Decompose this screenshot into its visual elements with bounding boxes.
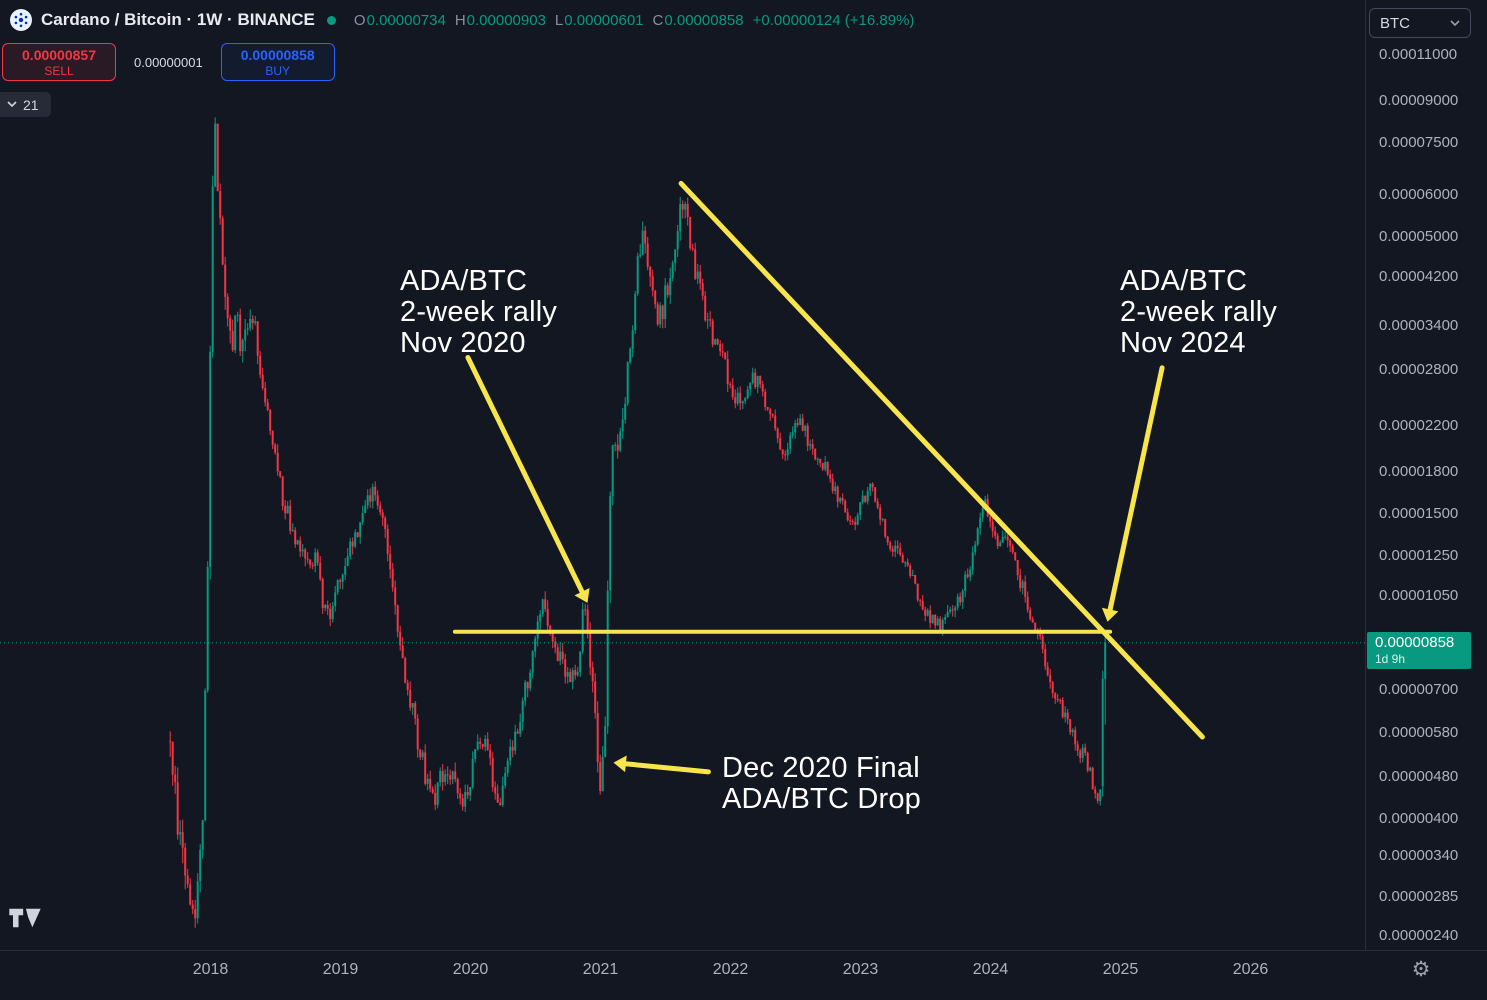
sell-label: SELL bbox=[44, 63, 74, 78]
indicators-count: 21 bbox=[23, 96, 39, 113]
sell-button[interactable]: 0.00000857 SELL bbox=[2, 43, 116, 81]
buy-price: 0.00000858 bbox=[240, 46, 315, 63]
price-axis-label: 0.00000240 bbox=[1379, 927, 1459, 945]
symbol-title[interactable]: Cardano / Bitcoin · 1W · BINANCE bbox=[41, 10, 315, 29]
price-axis-label: 0.00006000 bbox=[1379, 185, 1459, 203]
price-axis-label: 0.00000340 bbox=[1379, 847, 1459, 865]
price-axis[interactable]: BTC 0.00011000 0.00009000 0.00007500 0.0000… bbox=[1365, 0, 1487, 950]
price-axis-label: 0.00004200 bbox=[1379, 267, 1459, 285]
time-axis-label: 2022 bbox=[712, 961, 749, 978]
time-axis-label: 2019 bbox=[322, 961, 359, 978]
price-axis-label: 0.00001500 bbox=[1379, 505, 1459, 523]
nov-2024-arrow bbox=[1106, 365, 1165, 616]
price-axis-label: 0.00003400 bbox=[1379, 316, 1459, 334]
nov-2020-arrow bbox=[465, 354, 587, 598]
dec-2020-arrow-head bbox=[613, 755, 627, 773]
candles-layer bbox=[169, 117, 1107, 928]
price-axis-label: 0.00000580 bbox=[1379, 723, 1459, 741]
spread-value: 0.00000001 bbox=[134, 54, 203, 70]
chevron-down-icon bbox=[7, 101, 17, 108]
time-axis-label: 2025 bbox=[1102, 961, 1139, 978]
chart-canvas[interactable]: ADA/BTC 2-week rally Nov 2020 ADA/BTC 2-w… bbox=[0, 0, 1365, 950]
cardano-logo-icon bbox=[10, 9, 32, 31]
buy-label: BUY bbox=[265, 63, 291, 78]
price-unit-selector[interactable]: BTC bbox=[1369, 8, 1471, 38]
price-unit-value: BTC bbox=[1380, 14, 1410, 32]
price-axis-label: 0.00002200 bbox=[1379, 416, 1459, 434]
time-axis-label: 2024 bbox=[972, 961, 1009, 978]
time-axis-label: 2021 bbox=[582, 961, 619, 978]
ohlc-close-value: 0.00000858 bbox=[664, 11, 744, 29]
buy-button[interactable]: 0.00000858 BUY bbox=[220, 43, 335, 81]
time-axis-label: 2018 bbox=[192, 961, 229, 978]
ohlc-open-value: 0.00000734 bbox=[366, 11, 446, 29]
price-axis-label: 0.00009000 bbox=[1379, 92, 1459, 110]
ohlc-change-value: +0.00000124 (+16.89%) bbox=[752, 11, 915, 29]
price-axis-label: 0.00001800 bbox=[1379, 463, 1459, 481]
ohlc-open-label: O bbox=[353, 11, 366, 29]
price-axis-label: 0.00005000 bbox=[1379, 227, 1459, 245]
market-status-dot[interactable] bbox=[326, 15, 336, 25]
nov-2024-arrow-head bbox=[1101, 607, 1119, 622]
dec-2020-arrow bbox=[619, 760, 711, 775]
indicators-collapse-button[interactable]: 21 bbox=[0, 92, 51, 117]
price-axis-label: 0.00007500 bbox=[1379, 134, 1459, 152]
tradingview-logo[interactable] bbox=[8, 906, 42, 935]
ohlc-high-value: 0.00000903 bbox=[466, 11, 546, 29]
bar-countdown: 1d 9h bbox=[1375, 651, 1406, 666]
ohlc-low-value: 0.00000601 bbox=[564, 11, 644, 29]
price-axis-label: 0.00000480 bbox=[1379, 767, 1459, 785]
drawings-layer bbox=[452, 180, 1205, 775]
tradingview-logo-icon bbox=[9, 908, 41, 928]
trade-panel: 0.00000857 SELL 0.00000001 0.00000858 BU… bbox=[2, 43, 335, 81]
settings-gear-button[interactable]: ⚙ bbox=[1411, 957, 1431, 981]
price-labels: 0.00011000 0.00009000 0.00007500 0.00006000… bbox=[1366, 0, 1487, 950]
ohlc-low-label: L bbox=[554, 11, 564, 29]
sell-price: 0.00000857 bbox=[22, 46, 96, 63]
price-axis-label: 0.00000400 bbox=[1379, 809, 1459, 827]
descending-trendline bbox=[678, 180, 1205, 740]
last-price-badge: 0.00000858 1d 9h bbox=[1367, 631, 1471, 669]
price-axis-label: 0.00002800 bbox=[1379, 361, 1459, 379]
candlestick-chart bbox=[0, 117, 1365, 928]
chevron-down-icon bbox=[1450, 19, 1460, 26]
price-axis-label: 0.00011000 bbox=[1379, 46, 1458, 63]
price-axis-label: 0.00000285 bbox=[1379, 887, 1459, 905]
price-axis-label: 0.00000700 bbox=[1379, 680, 1459, 698]
last-price-value: 0.00000858 bbox=[1375, 633, 1455, 651]
ohlc-readout: O 0.00000734 H 0.00000903 L 0.00000601 C 0.0… bbox=[354, 12, 915, 29]
ohlc-high-label: H bbox=[454, 11, 466, 29]
price-axis-label: 0.00001050 bbox=[1379, 587, 1459, 605]
time-axis-label: 2023 bbox=[842, 961, 879, 978]
chart-header: Cardano / Bitcoin · 1W · BINANCE O 0.0000… bbox=[10, 9, 914, 31]
time-axis-label: 2020 bbox=[452, 961, 489, 978]
nov-2020-arrow-head bbox=[574, 588, 590, 603]
time-axis[interactable]: 2018 2019 2020 2021 2022 2023 2024 2025 2026 bbox=[0, 950, 1487, 1000]
price-axis-label: 0.00001250 bbox=[1379, 547, 1459, 565]
time-axis-label: 2026 bbox=[1232, 961, 1269, 978]
ohlc-close-label: C bbox=[652, 11, 664, 29]
